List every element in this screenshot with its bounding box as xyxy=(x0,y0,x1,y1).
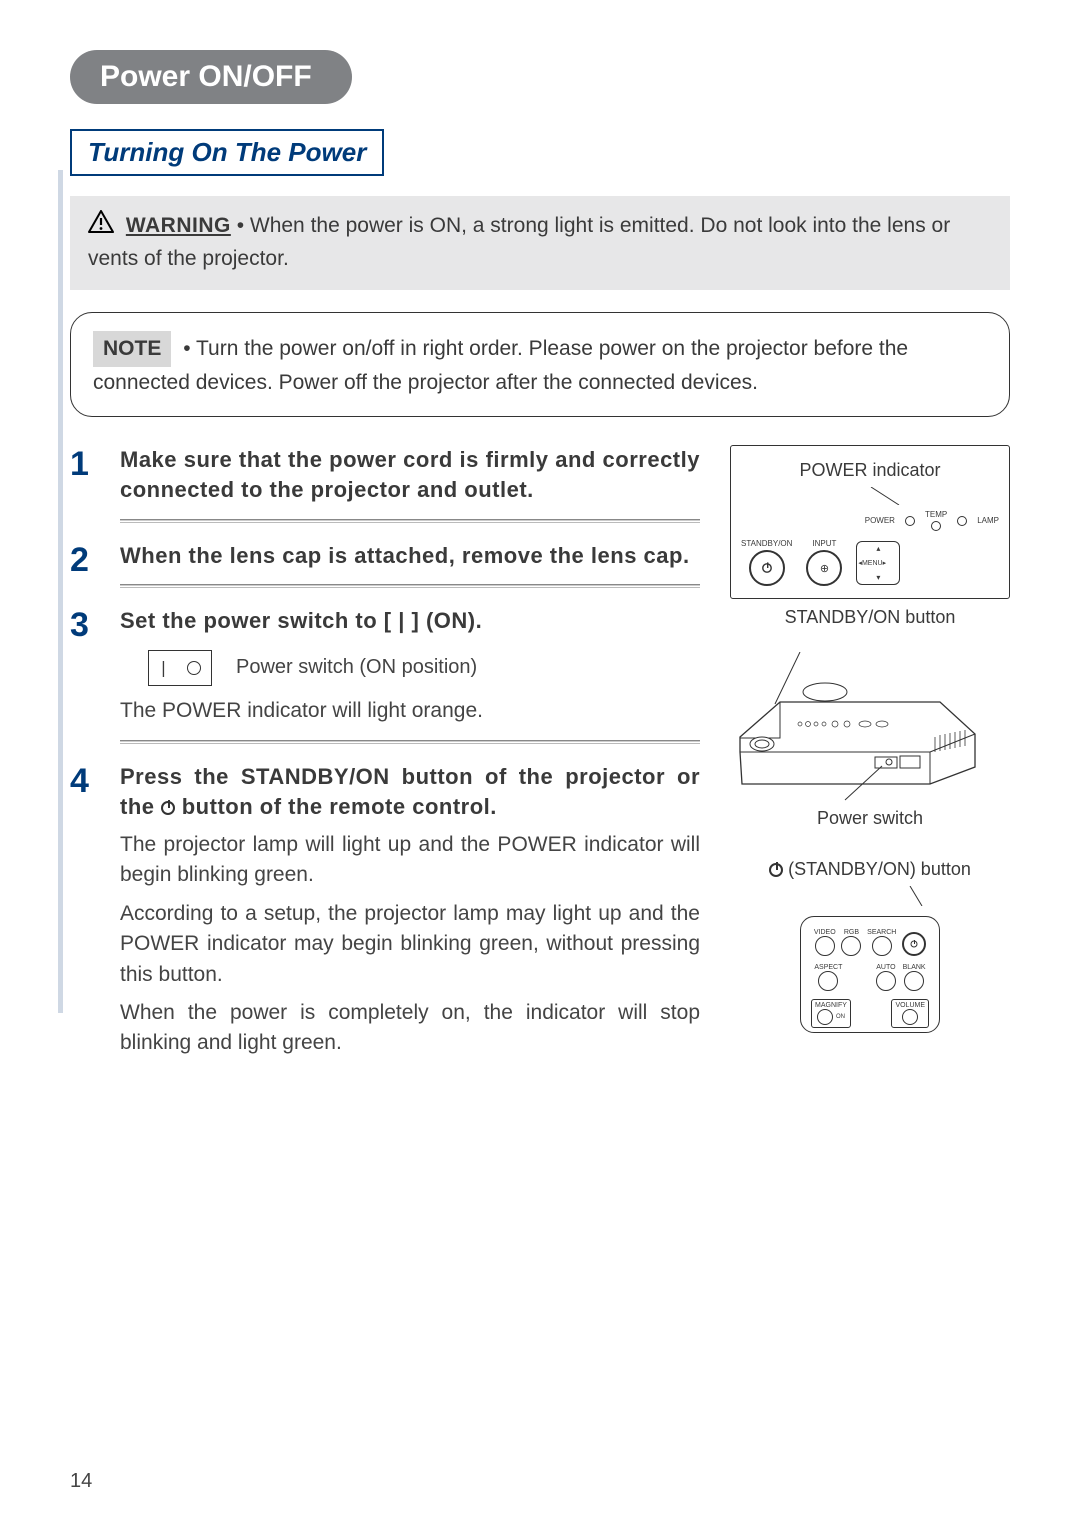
step4-title-b: button of the remote control. xyxy=(175,794,497,819)
off-circle-icon xyxy=(187,661,201,675)
panel-temp-label: TEMP xyxy=(925,510,947,519)
projector-diagram xyxy=(730,652,980,802)
step-2: 2 When the lens cap is attached, remove … xyxy=(70,541,700,589)
rc-button-icon xyxy=(841,936,861,956)
page-number: 14 xyxy=(70,1470,92,1493)
rc-button-icon xyxy=(815,936,835,956)
rc-button-icon xyxy=(818,971,838,991)
step-body-text: When the power is completely on, the ind… xyxy=(120,998,700,1059)
remote-control-diagram: VIDEO RGB SEARCH ASPECT xyxy=(800,916,940,1033)
power-icon xyxy=(161,801,175,815)
remote-standby-label: (STANDBY/ON) button xyxy=(730,859,1010,880)
warning-label: WARNING xyxy=(126,214,231,237)
step-number: 2 xyxy=(70,541,100,589)
step-divider xyxy=(120,740,700,744)
rc-volume-box: VOLUME xyxy=(891,999,929,1028)
rc-magnify-label: MAGNIFY xyxy=(815,1002,847,1009)
rc-button-icon xyxy=(904,971,924,991)
rc-button-icon xyxy=(902,1009,918,1025)
step-4: 4 Press the STANDBY/ON button of the pro… xyxy=(70,762,700,1058)
step-divider xyxy=(120,519,700,523)
step-body-text: The POWER indicator will light orange. xyxy=(120,696,700,726)
panel-power-label: POWER xyxy=(865,516,895,525)
warning-box: WARNING • When the power is ON, a strong… xyxy=(70,196,1010,290)
panel-input-label: INPUT xyxy=(812,539,836,548)
steps-column: 1 Make sure that the power cord is firml… xyxy=(70,445,700,1077)
projector-top-panel: POWER indicator POWER TEMP LAMP STANDBY/… xyxy=(730,445,1010,599)
figure-column: POWER indicator POWER TEMP LAMP STANDBY/… xyxy=(730,445,1010,1077)
panel-lamp-label: LAMP xyxy=(977,516,999,525)
rc-on-label: ON xyxy=(836,1014,845,1020)
main-content-row: 1 Make sure that the power cord is firml… xyxy=(70,445,1010,1077)
menu-dpad-diagram: ▴ ▾ ◂MENU▸ xyxy=(856,541,900,585)
step-number: 1 xyxy=(70,445,100,522)
rc-button-icon xyxy=(817,1009,833,1025)
rc-button-icon xyxy=(872,936,892,956)
page-header: Power ON/OFF xyxy=(70,50,352,104)
step-number: 4 xyxy=(70,762,100,1058)
rc-video-label: VIDEO xyxy=(814,929,836,936)
remote-label-text: (STANDBY/ON) button xyxy=(788,859,971,879)
note-text: • Turn the power on/off in right order. … xyxy=(93,337,908,394)
rc-aspect-label: ASPECT xyxy=(814,964,842,971)
rc-power-button-icon xyxy=(902,932,926,956)
input-button-diagram: ⊕ xyxy=(806,550,842,586)
note-box: NOTE • Turn the power on/off in right or… xyxy=(70,312,1010,417)
power-switch-label: Power switch xyxy=(730,808,1010,829)
rc-magnify-box: MAGNIFY ON xyxy=(811,999,851,1028)
power-icon xyxy=(762,563,772,573)
rc-auto-label: AUTO xyxy=(876,964,895,971)
step-number: 3 xyxy=(70,606,100,744)
panel-standby-label: STANDBY/ON xyxy=(741,539,792,548)
rc-volume-label: VOLUME xyxy=(895,1002,925,1009)
step-3: 3 Set the power switch to [ | ] (ON). | … xyxy=(70,606,700,744)
step-divider xyxy=(120,584,700,588)
rc-search-label: SEARCH xyxy=(867,929,896,936)
power-switch-inline: | Power switch (ON position) xyxy=(148,650,700,686)
left-accent-bar xyxy=(58,170,63,1013)
on-bar-icon: | xyxy=(159,658,169,677)
leader-line-icon xyxy=(741,487,999,505)
warning-icon xyxy=(88,210,114,243)
leader-line-icon xyxy=(800,886,940,906)
rc-button-icon xyxy=(876,971,896,991)
step-1: 1 Make sure that the power cord is firml… xyxy=(70,445,700,522)
step-body-text: According to a setup, the projector lamp… xyxy=(120,899,700,990)
standby-button-diagram xyxy=(749,550,785,586)
power-icon xyxy=(769,863,783,877)
led-icon xyxy=(931,521,941,531)
led-icon xyxy=(905,516,915,526)
switch-caption: Power switch (ON position) xyxy=(236,656,477,679)
note-label: NOTE xyxy=(93,331,171,367)
section-subheader: Turning On The Power xyxy=(70,129,384,176)
rc-blank-label: BLANK xyxy=(903,964,926,971)
power-indicator-label: POWER indicator xyxy=(741,460,999,481)
page-header-text: Power ON/OFF xyxy=(100,60,312,93)
panel-menu-label: MENU xyxy=(862,560,883,567)
step-title: Set the power switch to [ | ] (ON). xyxy=(120,606,700,636)
standby-button-label: STANDBY/ON button xyxy=(730,607,1010,628)
power-icon xyxy=(911,941,918,948)
subheader-text: Turning On The Power xyxy=(88,137,366,167)
rc-rgb-label: RGB xyxy=(844,929,859,936)
step-title: When the lens cap is attached, remove th… xyxy=(120,541,700,571)
switch-diagram: | xyxy=(148,650,212,686)
step-body-text: The projector lamp will light up and the… xyxy=(120,830,700,891)
led-icon xyxy=(957,516,967,526)
step-title: Press the STANDBY/ON button of the proje… xyxy=(120,762,700,821)
step-title: Make sure that the power cord is firmly … xyxy=(120,445,700,504)
